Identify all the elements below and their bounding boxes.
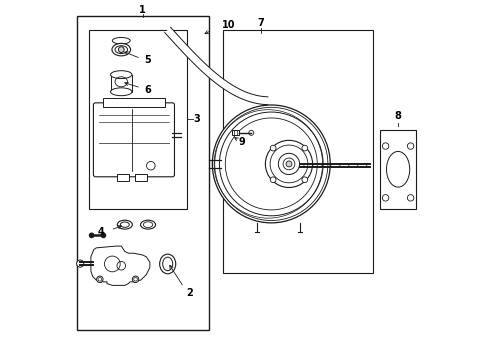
Circle shape — [88, 233, 94, 238]
Text: 2: 2 — [185, 288, 192, 297]
Circle shape — [301, 177, 307, 183]
Ellipse shape — [132, 276, 139, 283]
Bar — [102, 98, 165, 107]
Ellipse shape — [386, 152, 409, 187]
Text: 7: 7 — [257, 18, 264, 28]
Polygon shape — [91, 246, 149, 285]
Circle shape — [285, 161, 291, 167]
Circle shape — [407, 143, 413, 149]
Bar — [77, 16, 208, 330]
Text: 1: 1 — [139, 5, 146, 15]
Circle shape — [265, 140, 312, 188]
Circle shape — [407, 195, 413, 201]
Ellipse shape — [97, 276, 103, 283]
Bar — [231, 130, 239, 135]
Ellipse shape — [110, 71, 132, 78]
Ellipse shape — [110, 88, 132, 96]
Ellipse shape — [117, 220, 132, 229]
Bar — [380, 130, 415, 208]
Bar — [110, 75, 132, 92]
Text: 10: 10 — [221, 19, 235, 30]
Circle shape — [382, 195, 388, 201]
Circle shape — [278, 153, 299, 175]
Circle shape — [270, 177, 275, 183]
Text: 3: 3 — [192, 114, 199, 124]
Bar — [117, 174, 129, 181]
Text: 8: 8 — [394, 111, 401, 121]
Circle shape — [248, 130, 253, 135]
Text: 9: 9 — [239, 138, 245, 148]
Circle shape — [101, 233, 106, 238]
Text: 6: 6 — [143, 85, 150, 95]
Circle shape — [212, 105, 329, 223]
Text: 5: 5 — [143, 55, 150, 65]
Ellipse shape — [115, 46, 127, 54]
Circle shape — [301, 145, 307, 151]
Ellipse shape — [112, 43, 130, 56]
Circle shape — [270, 145, 275, 151]
Bar — [223, 30, 372, 273]
Circle shape — [118, 47, 124, 53]
Circle shape — [77, 260, 83, 267]
Ellipse shape — [140, 220, 155, 229]
Circle shape — [382, 143, 388, 149]
Bar — [89, 30, 187, 208]
Text: 4: 4 — [97, 227, 104, 237]
Ellipse shape — [112, 37, 130, 44]
Ellipse shape — [160, 254, 175, 274]
Bar — [135, 174, 147, 181]
Polygon shape — [164, 27, 267, 105]
Circle shape — [146, 161, 155, 170]
FancyBboxPatch shape — [93, 103, 174, 177]
